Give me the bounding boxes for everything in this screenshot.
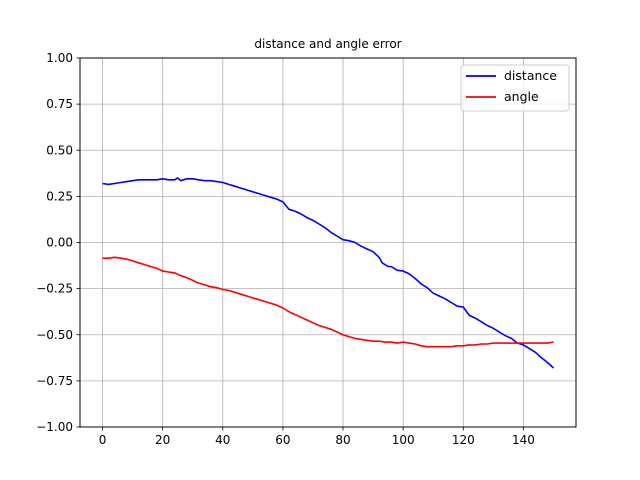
axis-ticks: 0 20 40 60 80 100 120 140 −1.00 −0.75 −0.50 −0.25 0.… [36, 51, 535, 447]
x-tick-label: 40 [215, 433, 230, 447]
x-tick-label: 80 [335, 433, 350, 447]
x-tick-label: 60 [275, 433, 290, 447]
chart-title: distance and angle error [254, 37, 401, 51]
x-tick-label: 120 [452, 433, 475, 447]
legend: distance angle [460, 64, 570, 112]
x-tick-label: 20 [155, 433, 170, 447]
legend-label-distance: distance [504, 68, 557, 83]
y-tick-label: 0.25 [46, 189, 73, 203]
y-tick-label: 1.00 [46, 51, 73, 65]
x-tick-label: 0 [99, 433, 107, 447]
y-tick-label: 0.50 [46, 143, 73, 157]
series-layer [102, 177, 555, 369]
y-tick-label: −1.00 [36, 420, 73, 434]
series-line-distance [102, 177, 555, 369]
legend-label-angle: angle [504, 89, 539, 104]
y-tick-label: 0.00 [46, 236, 73, 250]
y-tick-label: −0.50 [36, 328, 73, 342]
series-line-angle [102, 256, 554, 348]
y-tick-label: 0.75 [46, 97, 73, 111]
x-tick-label: 140 [512, 433, 535, 447]
y-tick-label: −0.75 [36, 374, 73, 388]
x-tick-label: 100 [392, 433, 415, 447]
y-tick-label: −0.25 [36, 282, 73, 296]
